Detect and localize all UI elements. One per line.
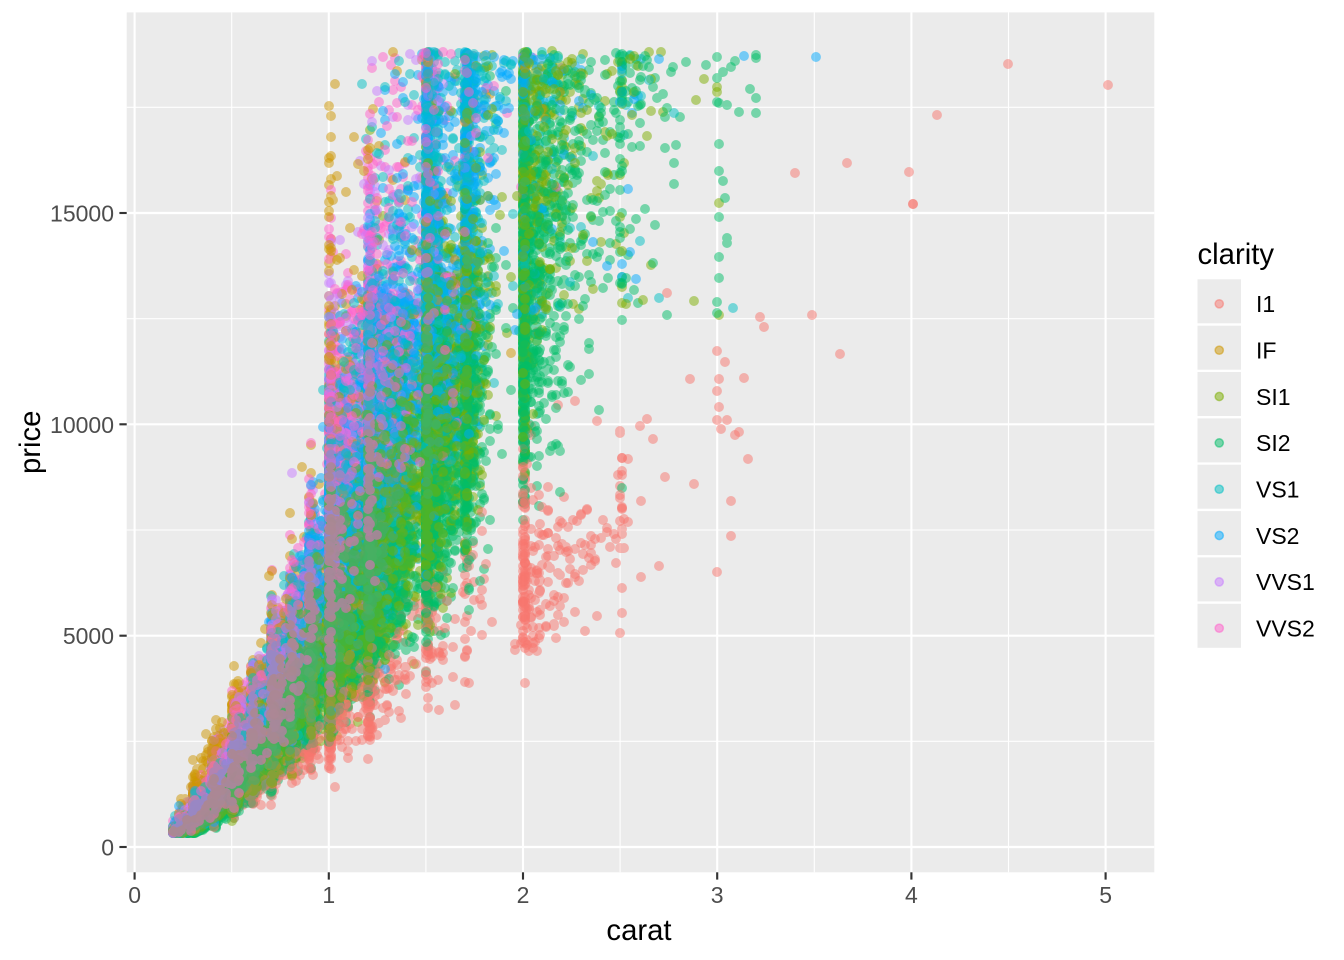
svg-text:IF: IF bbox=[1256, 338, 1276, 364]
svg-text:3: 3 bbox=[711, 882, 724, 908]
svg-text:price: price bbox=[14, 411, 47, 475]
svg-text:4: 4 bbox=[905, 882, 918, 908]
svg-text:VS2: VS2 bbox=[1256, 523, 1299, 549]
svg-text:VVS1: VVS1 bbox=[1256, 569, 1315, 595]
svg-text:1: 1 bbox=[322, 882, 335, 908]
svg-text:VS1: VS1 bbox=[1256, 477, 1299, 503]
svg-text:carat: carat bbox=[606, 914, 671, 947]
svg-text:SI2: SI2 bbox=[1256, 430, 1291, 456]
svg-text:VVS2: VVS2 bbox=[1256, 616, 1315, 642]
svg-text:5: 5 bbox=[1099, 882, 1112, 908]
svg-text:SI1: SI1 bbox=[1256, 384, 1291, 410]
svg-text:10000: 10000 bbox=[50, 412, 114, 438]
svg-text:0: 0 bbox=[128, 882, 141, 908]
svg-text:5000: 5000 bbox=[63, 623, 114, 649]
svg-text:2: 2 bbox=[517, 882, 530, 908]
svg-text:0: 0 bbox=[101, 835, 114, 861]
svg-text:I1: I1 bbox=[1256, 291, 1275, 317]
svg-text:clarity: clarity bbox=[1198, 238, 1275, 271]
svg-text:15000: 15000 bbox=[50, 201, 114, 227]
